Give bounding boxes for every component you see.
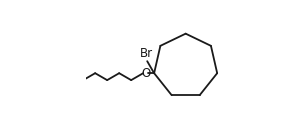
- Text: O: O: [141, 67, 150, 80]
- Text: Br: Br: [140, 47, 153, 60]
